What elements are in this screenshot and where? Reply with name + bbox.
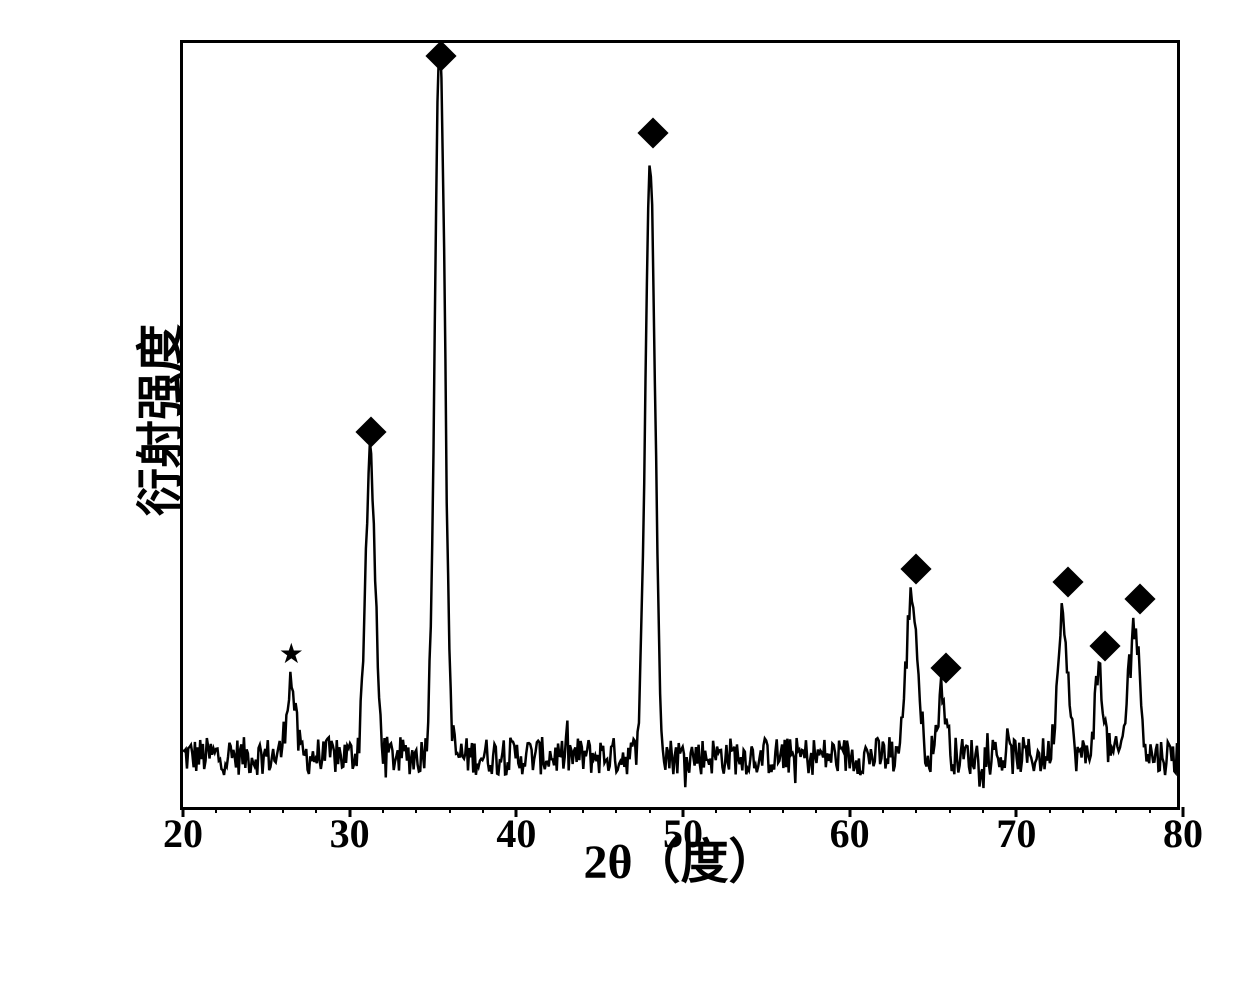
x-minor-tick bbox=[1082, 807, 1084, 813]
xrd-chart: 衍射强度 ★ 20304050607080 2θ（度） bbox=[60, 20, 1200, 920]
x-tick-label: 30 bbox=[330, 810, 370, 857]
x-tick-label: 70 bbox=[996, 810, 1036, 857]
x-minor-tick bbox=[749, 807, 751, 813]
x-minor-tick bbox=[282, 807, 284, 813]
x-minor-tick bbox=[649, 807, 651, 813]
x-minor-tick bbox=[249, 807, 251, 813]
x-minor-tick bbox=[949, 807, 951, 813]
x-minor-tick bbox=[815, 807, 817, 813]
x-minor-tick bbox=[382, 807, 384, 813]
x-minor-tick bbox=[915, 807, 917, 813]
plot-area: ★ 20304050607080 2θ（度） bbox=[180, 40, 1180, 810]
x-minor-tick bbox=[982, 807, 984, 813]
xrd-spectrum-line bbox=[183, 43, 1177, 807]
x-minor-tick bbox=[1049, 807, 1051, 813]
x-minor-tick bbox=[882, 807, 884, 813]
x-tick-label: 80 bbox=[1163, 810, 1203, 857]
x-minor-tick bbox=[1149, 807, 1151, 813]
x-tick-label: 40 bbox=[496, 810, 536, 857]
x-minor-tick bbox=[315, 807, 317, 813]
x-minor-tick bbox=[215, 807, 217, 813]
x-minor-tick bbox=[715, 807, 717, 813]
x-minor-tick bbox=[582, 807, 584, 813]
x-minor-tick bbox=[482, 807, 484, 813]
x-minor-tick bbox=[615, 807, 617, 813]
x-minor-tick bbox=[449, 807, 451, 813]
x-tick-label: 60 bbox=[830, 810, 870, 857]
x-minor-tick bbox=[415, 807, 417, 813]
x-minor-tick bbox=[782, 807, 784, 813]
star-marker-icon: ★ bbox=[279, 641, 304, 669]
x-tick-label: 20 bbox=[163, 810, 203, 857]
x-minor-tick bbox=[1115, 807, 1117, 813]
x-axis-label: 2θ（度） bbox=[583, 822, 776, 892]
x-minor-tick bbox=[549, 807, 551, 813]
spectrum-path bbox=[183, 45, 1177, 788]
